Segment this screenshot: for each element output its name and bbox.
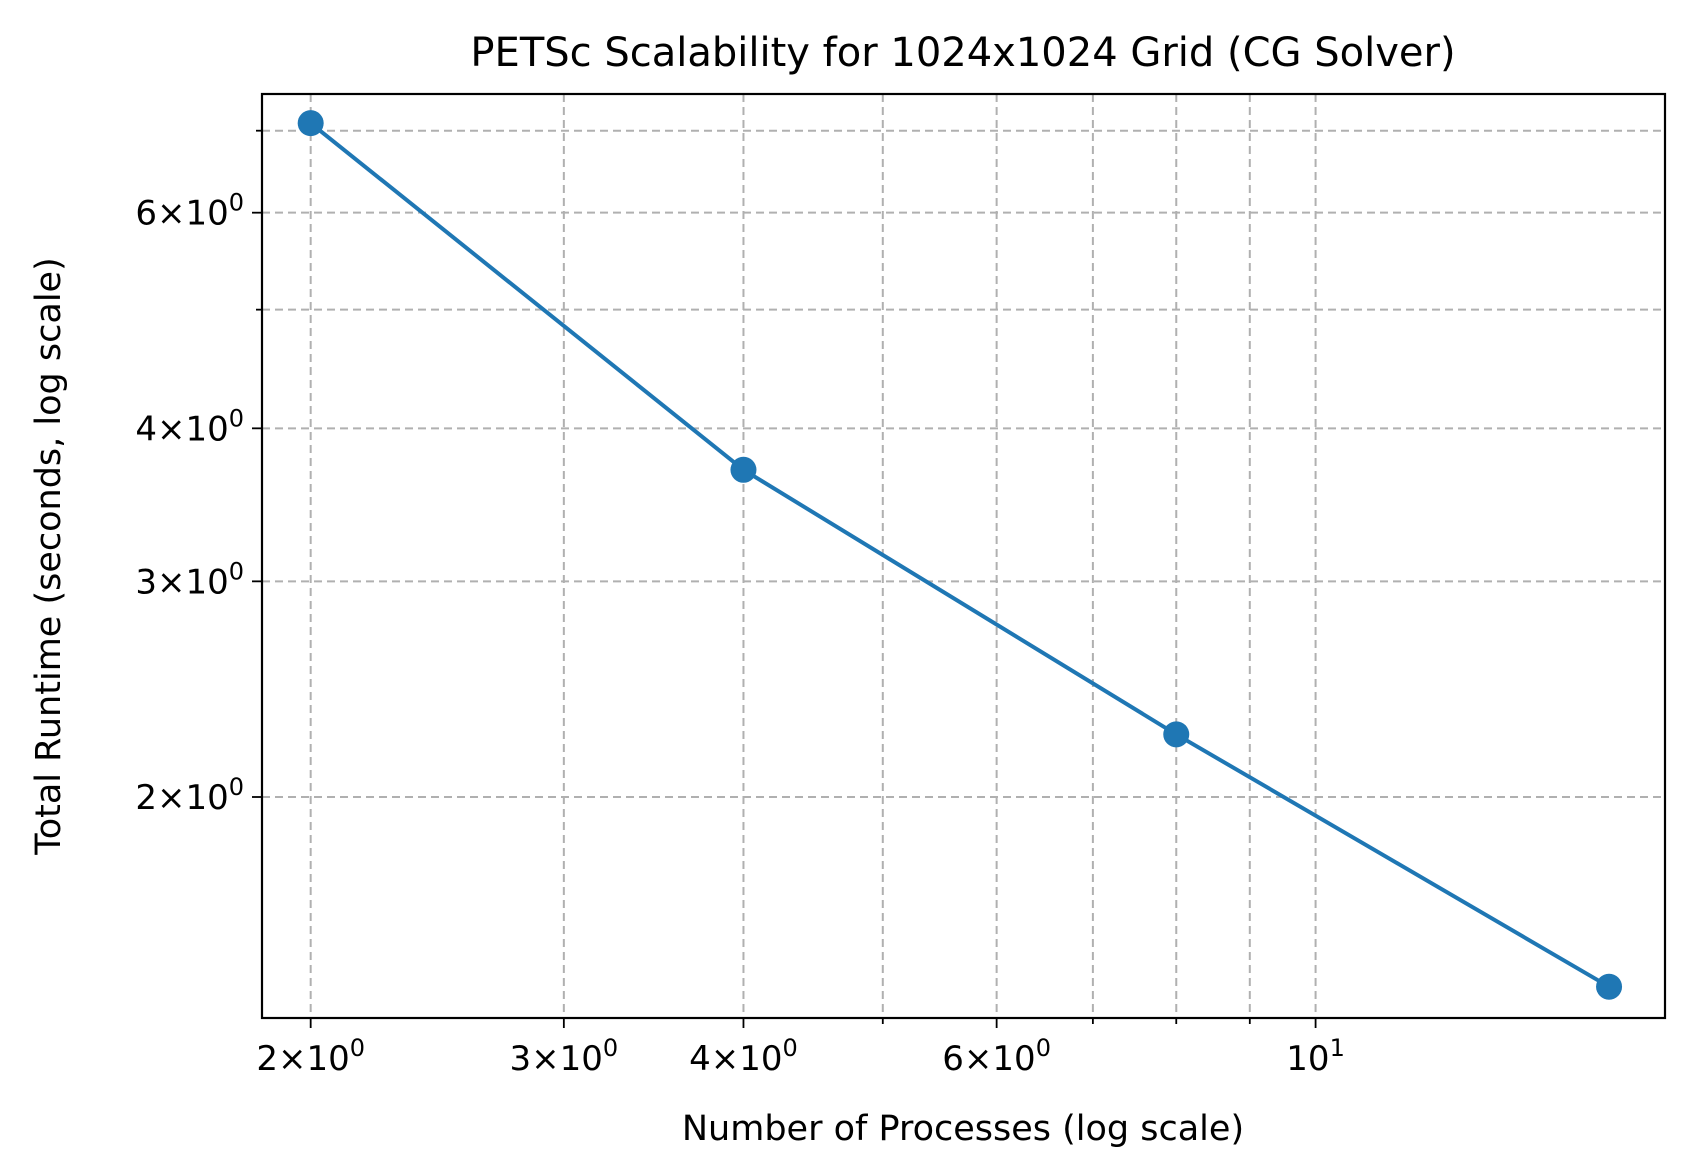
ticks-layer: 2×100 3×100 4×100 6×100 101 2×100 3×100 4×100 6×… <box>135 129 1345 1079</box>
data-point <box>1596 973 1623 1000</box>
y-tick-label: 6×100 <box>135 189 244 234</box>
x-tick-label: 101 <box>1286 1034 1345 1079</box>
x-tick-label: 3×100 <box>510 1034 619 1079</box>
y-axis-label: Total Runtime (seconds, log scale) <box>29 257 69 855</box>
x-axis-label: Number of Processes (log scale) <box>682 1109 1244 1149</box>
data-point <box>730 456 757 483</box>
y-tick-label: 3×100 <box>135 557 244 602</box>
grid-layer <box>262 94 1665 1018</box>
x-tick-label: 4×100 <box>689 1034 798 1079</box>
x-tick-label: 2×100 <box>256 1034 365 1079</box>
data-point <box>297 110 324 137</box>
series-layer <box>297 110 1623 1000</box>
x-tick-label: 6×100 <box>942 1034 1051 1079</box>
y-tick-label: 4×100 <box>135 404 244 449</box>
series-line <box>309 121 1611 989</box>
data-point <box>1163 721 1190 748</box>
chart-title: PETSc Scalability for 1024x1024 Grid (CG… <box>470 30 1455 76</box>
y-tick-label: 2×100 <box>135 773 244 818</box>
plot-frame <box>260 92 1667 1020</box>
